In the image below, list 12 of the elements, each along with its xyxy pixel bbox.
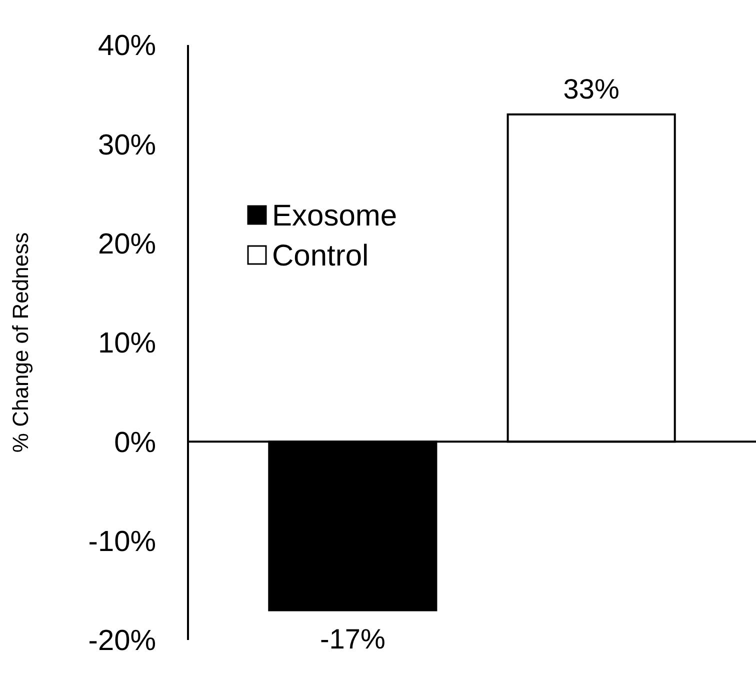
legend-label: Exosome [272,200,398,232]
data-label: -17% [320,623,386,654]
y-axis-title: % Change of Redness [8,232,33,453]
y-tick-label: 30% [98,129,156,162]
data-label: 33% [563,73,620,104]
y-tick-label: 20% [98,228,156,260]
y-tick-label: 0% [114,426,156,459]
y-tick-label: 10% [98,328,156,360]
y-tick-label: -20% [88,625,156,658]
legend-label: Control [272,240,369,272]
y-tick-label: 40% [98,30,156,62]
y-tick-label: -10% [88,526,156,558]
